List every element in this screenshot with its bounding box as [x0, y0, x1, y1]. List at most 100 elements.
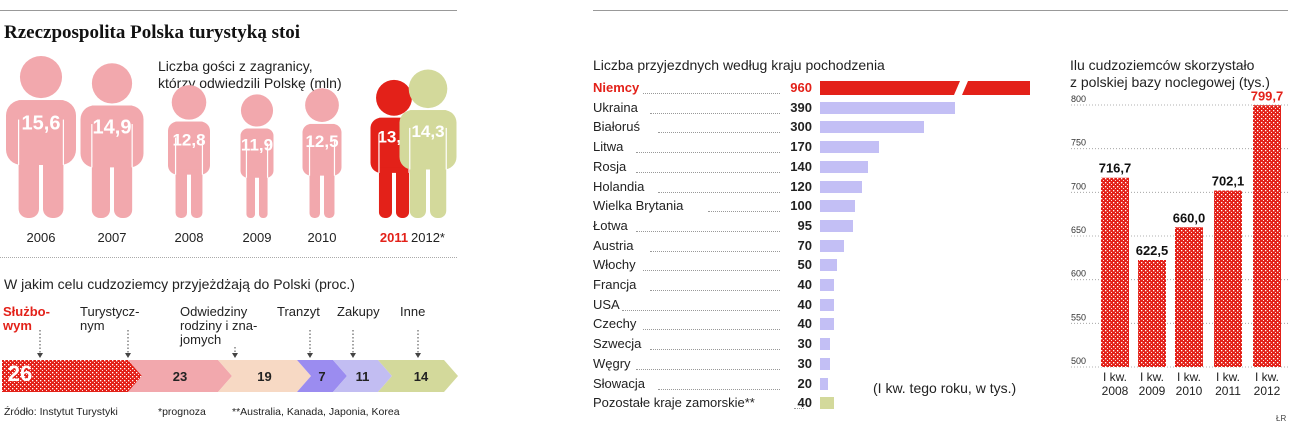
top-rule-right: [593, 10, 1288, 11]
purpose-label-0: Służbo-wym: [3, 305, 50, 333]
purpose-segment-4: [333, 360, 392, 392]
acc-ytick-2: 600: [1071, 269, 1086, 279]
country-value-4: 140: [790, 158, 812, 174]
separator: [0, 257, 457, 258]
countries-title: Liczba przyjezdnych według kraju pochodz…: [593, 57, 885, 73]
country-value-12: 40: [797, 316, 812, 332]
acc-xlabel-4: I kw.: [1255, 370, 1279, 384]
forecast-note: *prognoza: [158, 406, 206, 418]
country-bar-9: [820, 259, 838, 272]
visitor-year-3: 2009: [242, 230, 272, 245]
country-value-16: 40: [797, 395, 812, 411]
country-leader-12: [643, 329, 780, 331]
visitor-value-0: 15,6: [22, 112, 61, 134]
country-value-5: 120: [790, 178, 812, 194]
visitors-subtitle-1: Liczba gości z zagranicy,: [158, 58, 313, 74]
country-leader-13: [650, 349, 780, 351]
credit: ŁR: [1276, 414, 1287, 423]
country-bar-14: [820, 357, 831, 370]
acc-ytick-5: 750: [1071, 138, 1086, 148]
country-value-15: 20: [797, 375, 812, 391]
country-value-2: 300: [790, 119, 812, 135]
acc-xyear-1: 2009: [1139, 384, 1166, 398]
country-bar-1: [820, 101, 955, 114]
country-bar-12: [820, 318, 834, 331]
visitor-figure-2: [168, 85, 210, 218]
countries-note: (I kw. tego roku, w tys.): [873, 380, 1017, 396]
acc-xyear-4: 2012: [1254, 384, 1281, 398]
purpose-label-4: Zakupy: [337, 305, 380, 319]
visitor-figure-4: [302, 88, 342, 218]
country-label-4: Rosja: [593, 158, 627, 174]
visitor-year-4: 2010: [307, 230, 337, 245]
country-label-13: Szwecja: [593, 336, 642, 352]
country-value-6: 100: [790, 198, 812, 214]
country-value-13: 30: [797, 336, 812, 352]
acc-xlabel-3: I kw.: [1216, 370, 1240, 384]
visitor-value-4: 12,5: [305, 132, 338, 151]
visitor-value-2: 12,8: [172, 130, 205, 149]
visitor-figure-6: [399, 69, 457, 218]
purpose-label-line: Służbo-: [3, 304, 50, 319]
country-leader-11: [621, 309, 780, 311]
acc-ytick-0: 500: [1071, 356, 1086, 366]
country-label-7: Łotwa: [593, 217, 628, 233]
country-bar-5: [820, 180, 862, 193]
country-leader-7: [636, 230, 780, 232]
country-label-11: USA: [593, 296, 620, 312]
visitor-year-6: 2012*: [411, 230, 445, 245]
acc-value-1: 622,5: [1136, 243, 1169, 258]
country-leader-14: [636, 368, 780, 370]
country-bar-6: [820, 200, 855, 213]
country-leader-15: [657, 388, 780, 390]
purpose-segment-2: [218, 360, 311, 392]
acc-xlabel-0: I kw.: [1103, 370, 1127, 384]
visitor-year-1: 2007: [97, 230, 127, 245]
country-bar-7: [820, 219, 853, 232]
purpose-label-line: Tranzyt: [277, 304, 320, 319]
country-leader-8: [650, 250, 780, 252]
country-value-7: 95: [797, 217, 812, 233]
country-bar-4: [820, 160, 869, 173]
country-leader-9: [643, 270, 780, 272]
accommodation-title-1: Ilu cudzoziemców skorzystało: [1070, 57, 1255, 73]
visitor-year-5: 2011: [379, 230, 409, 245]
country-leader-4: [636, 171, 780, 173]
country-value-9: 50: [797, 257, 812, 273]
country-label-10: Francja: [593, 277, 637, 292]
country-leader-0: [643, 93, 780, 94]
acc-bar-1: [1138, 260, 1166, 367]
country-bar-10: [820, 279, 834, 291]
purpose-value-5: 14: [414, 369, 429, 384]
acc-ytick-1: 550: [1071, 312, 1086, 322]
acc-xyear-0: 2008: [1102, 384, 1129, 398]
acc-xyear-2: 2010: [1176, 384, 1203, 398]
country-value-1: 390: [790, 99, 812, 115]
visitor-year-0: 2006: [26, 230, 56, 245]
purpose-value-4: 11: [356, 369, 370, 384]
purpose-value-2: 19: [257, 369, 271, 384]
purpose-value-3: 7: [318, 369, 325, 384]
country-value-8: 70: [797, 237, 812, 253]
country-label-6: Wielka Brytania: [593, 198, 684, 214]
purpose-label-2: Odwiedziny rodziny i zna-jomych: [180, 305, 257, 347]
country-bar-8: [820, 239, 845, 252]
country-leader-2: [657, 132, 780, 134]
country-leader-1: [650, 112, 780, 114]
country-bar-0: [820, 81, 1030, 95]
acc-xyear-3: 2011: [1215, 384, 1241, 398]
acc-xlabel-1: I kw.: [1140, 370, 1164, 384]
purpose-segment-3: [297, 360, 347, 392]
country-label-9: Włochy: [593, 257, 636, 273]
acc-value-2: 660,0: [1173, 210, 1206, 225]
country-leader-16: [794, 408, 805, 410]
visitor-year-2: 2008: [174, 230, 204, 245]
purpose-label-5: Inne: [400, 305, 425, 319]
country-label-0: Niemcy: [593, 80, 640, 95]
purpose-label-3: Tranzyt: [277, 305, 320, 319]
acc-ytick-3: 650: [1071, 225, 1086, 235]
acc-bar-2: [1175, 227, 1203, 367]
visitor-value-6: 14,3: [411, 122, 444, 141]
source-note: Źródło: Instytut Turystyki: [4, 406, 118, 418]
